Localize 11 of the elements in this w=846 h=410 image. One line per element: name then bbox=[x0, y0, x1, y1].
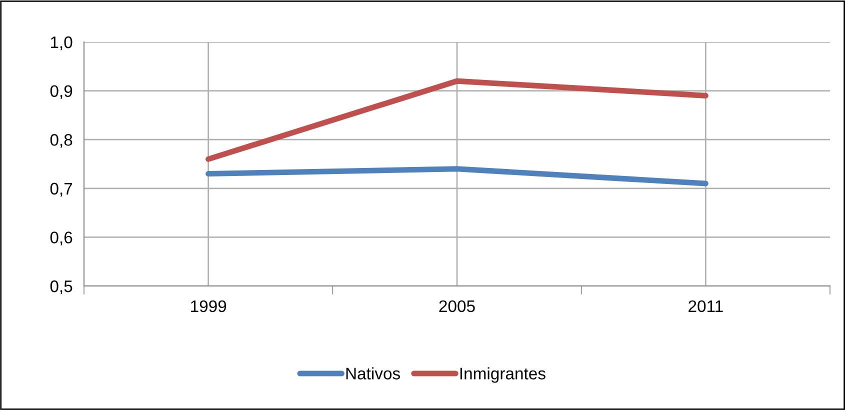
x-tick-label: 2011 bbox=[688, 300, 723, 312]
y-tick-label: 0,8 bbox=[50, 134, 72, 148]
y-tick-label: 0,6 bbox=[50, 232, 72, 246]
y-tick-label: 0,7 bbox=[50, 182, 72, 197]
y-tick-label: 0,5 bbox=[50, 280, 72, 294]
legend-label: Inmigrantes bbox=[460, 367, 546, 383]
x-tick-label: 2005 bbox=[439, 300, 475, 312]
legend-label: Nativos bbox=[346, 367, 400, 380]
y-tick-label: 1,0 bbox=[50, 36, 72, 50]
y-tick-label: 0,9 bbox=[50, 85, 72, 99]
x-tick-label: 1999 bbox=[191, 300, 226, 312]
